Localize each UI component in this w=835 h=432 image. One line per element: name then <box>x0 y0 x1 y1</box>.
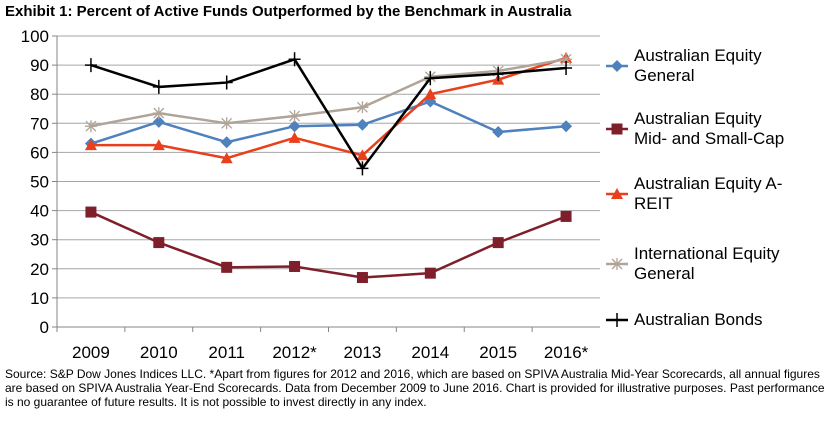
data-point-0-3 <box>288 120 301 133</box>
legend-label: Australian Bonds <box>634 310 763 329</box>
x-tick-label: 2010 <box>140 343 178 362</box>
data-point-2-5 <box>424 88 437 100</box>
legend-label: Australian Equity A- <box>634 174 783 193</box>
data-point-4-5 <box>424 71 437 86</box>
y-tick-label: 40 <box>30 202 49 221</box>
data-point-4-1 <box>152 79 165 94</box>
data-point-1-4 <box>356 272 368 284</box>
series-line-0 <box>90 100 567 145</box>
legend-item: Australian Equity A- REIT <box>634 174 834 214</box>
legend-label: International Equity <box>634 244 780 263</box>
data-point-2-4 <box>356 149 369 161</box>
data-point-3-3 <box>288 110 301 123</box>
y-tick-label: 70 <box>30 114 49 133</box>
legend-label: General <box>634 264 695 283</box>
legend-label: REIT <box>634 194 673 213</box>
x-tick-label: 2009 <box>72 343 110 362</box>
data-point-1-5 <box>424 267 436 279</box>
data-point-1-0 <box>85 206 97 218</box>
data-point-1-3 <box>289 260 301 272</box>
data-point-1-1 <box>153 237 165 249</box>
data-point-3-7 <box>560 53 573 66</box>
source-note: Source: S&P Dow Jones Indices LLC. *Apar… <box>5 367 825 409</box>
data-point-2-3 <box>288 131 301 143</box>
x-tick-label: 2012* <box>272 343 317 362</box>
data-point-3-1 <box>152 107 165 120</box>
legend-marker-1 <box>611 123 623 135</box>
legend-marker-3 <box>611 258 623 270</box>
data-point-1-2 <box>221 261 233 273</box>
y-tick-label: 0 <box>40 318 49 337</box>
y-tick-label: 10 <box>30 289 49 308</box>
y-tick-label: 50 <box>30 173 49 192</box>
data-point-3-2 <box>220 117 233 130</box>
y-tick-label: 20 <box>30 260 49 279</box>
y-tick-label: 80 <box>30 85 49 104</box>
y-tick-label: 60 <box>30 143 49 162</box>
data-point-2-1 <box>152 139 165 151</box>
data-point-0-1 <box>152 115 165 128</box>
legend-marker-2 <box>611 188 623 199</box>
y-tick-label: 90 <box>30 56 49 75</box>
legend-item: Australian Equity General <box>634 46 834 86</box>
legend-label: Mid- and Small-Cap <box>634 129 785 148</box>
x-tick-label: 2013 <box>344 343 382 362</box>
data-point-4-6 <box>492 66 505 81</box>
data-point-3-0 <box>84 120 97 133</box>
x-tick-label: 2015 <box>479 343 517 362</box>
legend-item: International Equity General <box>634 244 834 284</box>
y-tick-label: 30 <box>30 231 49 250</box>
data-point-2-0 <box>84 139 97 151</box>
series-line-4 <box>90 57 567 171</box>
legend-label: Australian Equity <box>634 109 762 128</box>
data-point-0-7 <box>560 120 573 133</box>
data-point-1-7 <box>560 210 572 222</box>
data-point-1-6 <box>492 237 504 249</box>
legend-label: General <box>634 66 695 85</box>
x-tick-label: 2016* <box>544 343 589 362</box>
legend-label: Australian Equity <box>634 46 762 65</box>
series-line-2 <box>90 56 567 160</box>
legend-marker-4 <box>611 313 623 327</box>
data-point-3-4 <box>356 101 369 114</box>
legend-marker-0 <box>611 60 623 72</box>
data-point-4-0 <box>84 58 97 73</box>
data-point-2-2 <box>220 152 233 164</box>
data-point-0-4 <box>356 118 369 131</box>
data-point-4-2 <box>220 75 233 90</box>
y-tick-label: 100 <box>21 27 49 46</box>
data-point-0-6 <box>492 126 505 139</box>
legend-item: Australian Bonds <box>634 310 834 330</box>
data-point-4-3 <box>288 52 301 67</box>
data-point-0-2 <box>220 136 233 149</box>
data-point-4-7 <box>560 61 573 76</box>
x-tick-label: 2014 <box>411 343 449 362</box>
legend-item: Australian Equity Mid- and Small-Cap <box>634 109 834 149</box>
x-tick-label: 2011 <box>208 343 245 362</box>
series-line-1 <box>90 210 567 279</box>
chart-title: Exhibit 1: Percent of Active Funds Outpe… <box>5 3 572 20</box>
data-point-4-4 <box>356 161 369 176</box>
